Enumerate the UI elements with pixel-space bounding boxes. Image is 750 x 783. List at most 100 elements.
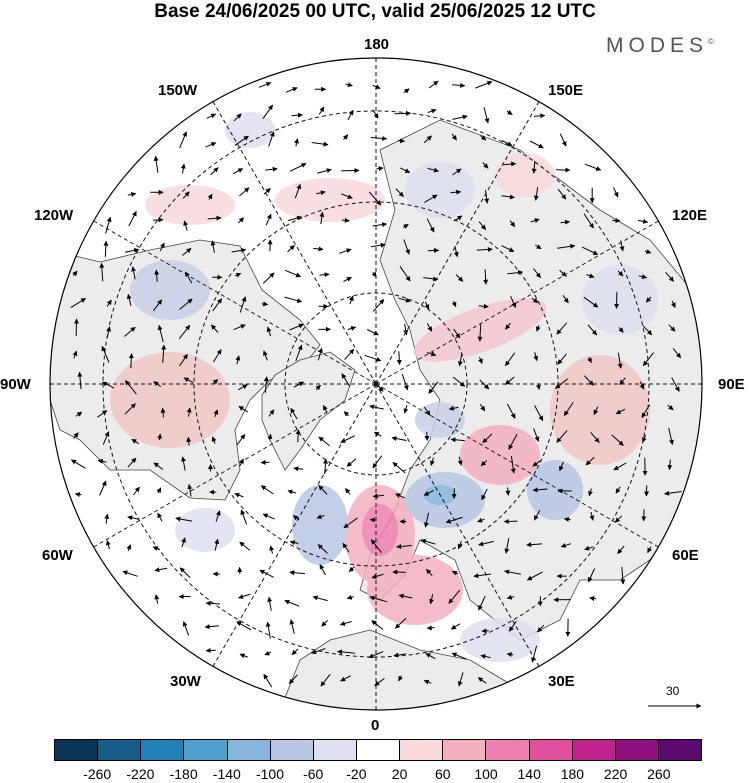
wind-vector	[484, 189, 490, 204]
wind-vector	[613, 462, 627, 471]
wind-vector	[504, 352, 516, 367]
lon-label-30e: 30E	[548, 673, 575, 690]
anomaly-blob	[582, 265, 658, 335]
lon-label-120w: 120W	[34, 207, 74, 224]
wind-vector	[508, 434, 518, 450]
wind-vector	[556, 322, 568, 335]
wind-vector	[480, 654, 491, 659]
wind-vector	[316, 514, 325, 519]
wind-vector	[289, 540, 299, 546]
wind-vector	[127, 457, 137, 468]
wind-vector	[617, 270, 624, 277]
modes-logo: MODES©	[606, 34, 714, 58]
wind-vector	[424, 194, 438, 203]
wind-vector	[611, 434, 624, 446]
wind-vector	[425, 653, 436, 660]
wind-vector	[206, 113, 217, 119]
wind-vector	[348, 566, 355, 572]
wind-vector	[154, 269, 160, 282]
wind-vector	[269, 545, 275, 554]
logo-mark: ©	[708, 37, 714, 46]
wind-vector	[482, 433, 493, 444]
wind-vector	[370, 242, 386, 248]
colorbar-swatch	[486, 740, 530, 760]
wind-vector	[179, 131, 187, 149]
wind-vector	[426, 625, 435, 631]
wind-vector	[483, 269, 489, 285]
wind-vector	[587, 568, 596, 583]
wind-vector	[346, 458, 357, 467]
wind-vector	[312, 595, 328, 602]
colorbar-swatch	[400, 740, 444, 760]
wind-vector	[399, 266, 411, 282]
meridian-line	[212, 101, 377, 385]
wind-vector	[619, 377, 626, 385]
wind-vector	[642, 325, 653, 336]
wind-vector	[293, 381, 304, 388]
wind-vector	[182, 247, 192, 256]
wind-vector	[289, 163, 307, 172]
wind-vector	[557, 188, 567, 200]
wind-vector	[212, 379, 219, 385]
wind-vector	[664, 490, 682, 496]
wind-vector	[534, 405, 544, 422]
wind-vector	[395, 493, 406, 499]
wind-vector	[337, 649, 355, 655]
wind-vector	[319, 211, 325, 224]
wind-vector	[342, 542, 350, 553]
wind-vector	[99, 480, 107, 496]
anomaly-blob	[275, 178, 385, 222]
wind-vector	[584, 163, 602, 171]
wind-vector	[423, 512, 429, 528]
wind-vector	[318, 485, 328, 495]
wind-vector	[593, 406, 599, 416]
colorbar-swatch	[55, 740, 99, 760]
wind-vector	[212, 349, 222, 363]
wind-vector	[73, 432, 79, 439]
wind-vector	[153, 155, 159, 173]
wind-vector	[344, 348, 355, 360]
graticule	[50, 58, 702, 710]
anomaly-blob	[405, 162, 475, 218]
wind-vector	[478, 303, 489, 309]
wind-vector	[396, 351, 402, 365]
anomaly-blob	[145, 185, 235, 225]
wind-vector	[260, 485, 274, 495]
wind-vector	[215, 510, 221, 522]
wind-vector	[372, 493, 384, 499]
wind-vector	[451, 301, 457, 308]
wind-vector	[562, 295, 569, 304]
wind-vector	[478, 540, 494, 547]
colorbar-swatch	[98, 740, 142, 760]
anomaly-field	[110, 112, 658, 662]
wind-vector	[503, 518, 518, 524]
colorbar-label: -180	[169, 766, 198, 782]
wind-vector	[347, 326, 357, 331]
wind-vector	[584, 545, 594, 551]
wind-vector	[213, 409, 219, 417]
logo-text: MODES	[606, 34, 709, 57]
wind-vector	[181, 537, 186, 548]
wind-vector	[152, 217, 164, 223]
colorbar-swatch	[529, 740, 573, 760]
wind-vector	[457, 354, 463, 367]
wind-vector	[284, 296, 303, 304]
wind-vector	[508, 621, 517, 632]
wind-vector	[341, 193, 353, 199]
anomaly-blob	[225, 112, 275, 148]
wind-vector	[533, 509, 541, 521]
wind-vector	[104, 513, 110, 524]
wind-vector	[424, 301, 430, 310]
wind-vector	[426, 218, 435, 233]
wind-vector	[339, 248, 352, 254]
colorbar-label: 60	[435, 766, 451, 782]
wind-vector	[154, 594, 160, 604]
wind-vector	[560, 542, 572, 548]
wind-vector	[613, 187, 619, 198]
wind-vector	[322, 405, 328, 413]
wind-vector	[535, 244, 542, 250]
wind-vector	[343, 276, 352, 282]
wind-vector	[423, 489, 434, 496]
wind-vector	[395, 188, 404, 197]
wind-vector	[477, 324, 483, 342]
